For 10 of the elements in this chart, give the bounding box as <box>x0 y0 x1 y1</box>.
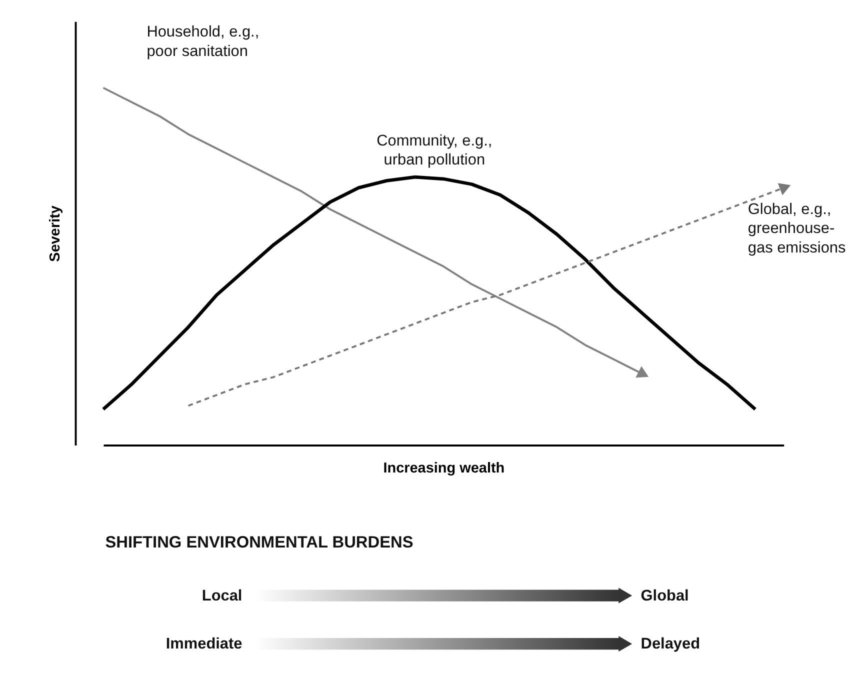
series-label: Global, e.g., greenhouse- gas emissions <box>748 200 846 256</box>
x-axis-title: Increasing wealth <box>383 460 505 477</box>
text: Local <box>202 587 242 604</box>
text: Global <box>640 587 689 604</box>
series-label: Community, e.g., urban pollution <box>376 132 492 169</box>
text: SHIFTING ENVIRONMENTAL BURDENS <box>105 533 414 552</box>
text: Immediate <box>166 636 243 653</box>
y-axis-title: Severity <box>47 206 64 262</box>
text: Household, e.g., poor sanitation <box>146 24 260 60</box>
text: Delayed <box>640 636 700 653</box>
